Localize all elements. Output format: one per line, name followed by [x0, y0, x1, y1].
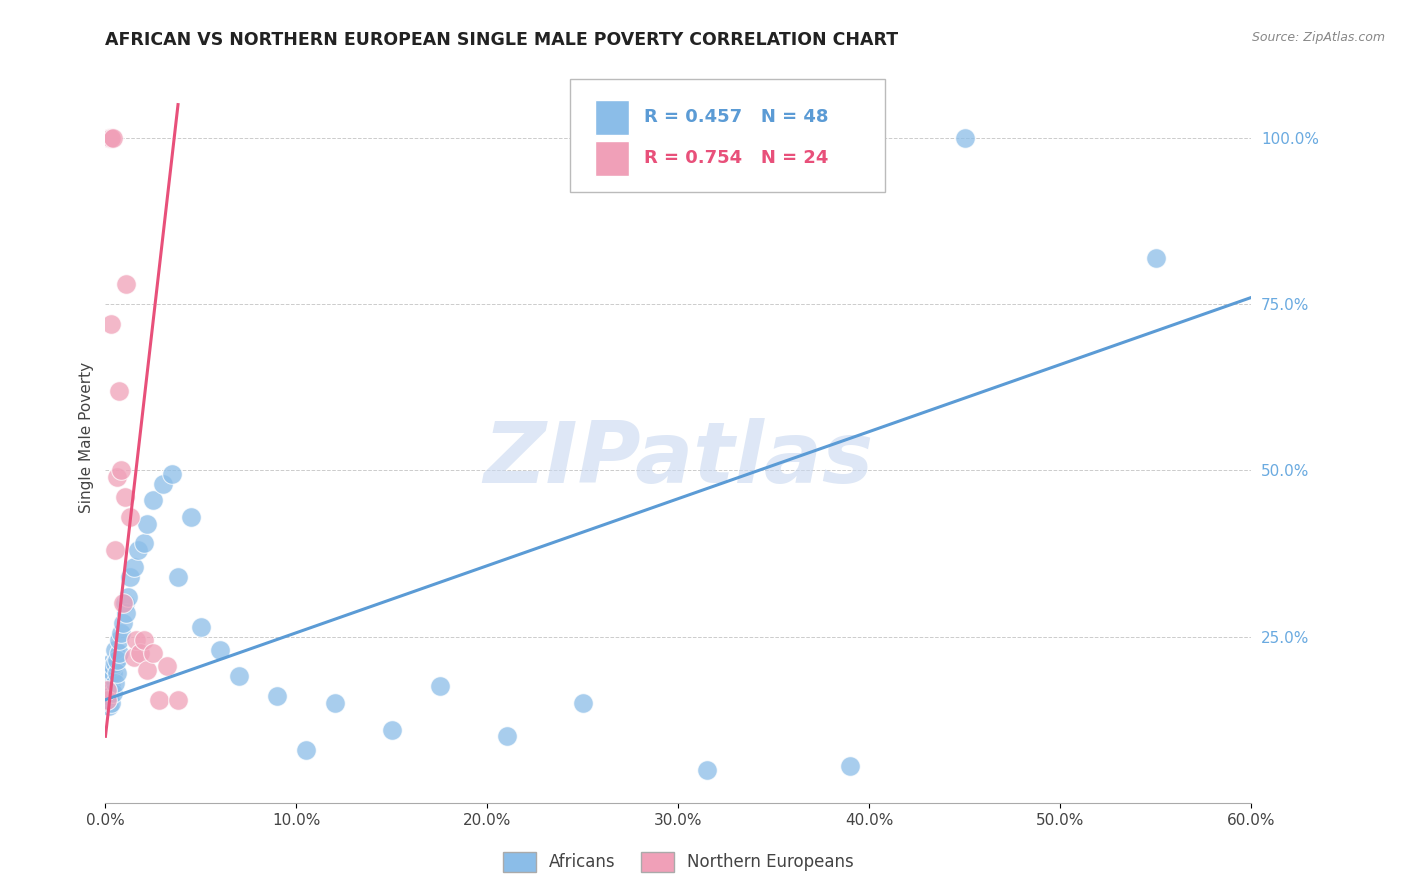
Point [295, 742, 318, 756]
Point [132, 536, 155, 550]
Point [98, 131, 121, 145]
Point [96, 692, 118, 706]
FancyBboxPatch shape [595, 141, 628, 176]
Point [104, 643, 127, 657]
Point [115, 277, 138, 292]
Point [167, 570, 190, 584]
Point [132, 632, 155, 647]
Point [100, 317, 122, 331]
Y-axis label: Single Male Poverty: Single Male Poverty [79, 361, 94, 513]
Point [323, 696, 346, 710]
FancyBboxPatch shape [595, 100, 628, 135]
Point [98, 680, 121, 694]
Text: R = 0.457   N = 48: R = 0.457 N = 48 [644, 109, 828, 127]
Text: R = 0.754   N = 24: R = 0.754 N = 24 [644, 149, 828, 168]
Point [110, 626, 132, 640]
Point [100, 131, 122, 145]
Point [495, 729, 517, 743]
Point [105, 470, 128, 484]
Point [101, 659, 124, 673]
Point [120, 570, 142, 584]
Point [148, 692, 170, 706]
Point [104, 543, 127, 558]
Point [128, 646, 150, 660]
Point [101, 666, 124, 681]
Point [136, 516, 159, 531]
Point [115, 607, 138, 621]
FancyBboxPatch shape [569, 78, 884, 192]
Text: ZIPatlas: ZIPatlas [484, 417, 873, 500]
Point [122, 649, 145, 664]
Point [136, 663, 159, 677]
Point [142, 493, 165, 508]
Point [839, 759, 862, 773]
Point [104, 676, 127, 690]
Point [100, 656, 122, 670]
Point [1144, 251, 1167, 265]
Point [108, 632, 131, 647]
Legend: Africans, Northern Europeans: Africans, Northern Europeans [496, 845, 860, 879]
Point [101, 686, 124, 700]
Point [114, 490, 136, 504]
Point [696, 763, 718, 777]
Point [125, 632, 148, 647]
Point [114, 596, 136, 610]
Point [100, 131, 122, 145]
Point [381, 723, 404, 737]
Point [429, 680, 451, 694]
Point [96, 682, 118, 697]
Point [96, 692, 118, 706]
Point [127, 543, 149, 558]
Point [120, 509, 142, 524]
Text: Source: ZipAtlas.com: Source: ZipAtlas.com [1251, 31, 1385, 45]
Point [108, 646, 131, 660]
Text: AFRICAN VS NORTHERN EUROPEAN SINGLE MALE POVERTY CORRELATION CHART: AFRICAN VS NORTHERN EUROPEAN SINGLE MALE… [105, 31, 898, 49]
Point [122, 559, 145, 574]
Point [142, 646, 165, 660]
Point [111, 616, 134, 631]
Point [104, 656, 127, 670]
Point [155, 659, 177, 673]
Point [167, 692, 190, 706]
Point [152, 476, 174, 491]
Point [108, 384, 131, 398]
Point [190, 619, 212, 633]
Point [209, 643, 232, 657]
Point [100, 669, 122, 683]
Point [117, 590, 139, 604]
Point [98, 690, 121, 704]
Point [162, 467, 184, 481]
Point [228, 669, 250, 683]
Point [572, 696, 595, 710]
Point [105, 666, 128, 681]
Point [953, 131, 976, 145]
Point [100, 696, 122, 710]
Point [101, 131, 124, 145]
Point [110, 463, 132, 477]
Point [266, 690, 288, 704]
Point [105, 653, 128, 667]
Point [100, 680, 122, 694]
Point [98, 699, 121, 714]
Point [180, 509, 202, 524]
Point [96, 686, 118, 700]
Point [111, 596, 134, 610]
